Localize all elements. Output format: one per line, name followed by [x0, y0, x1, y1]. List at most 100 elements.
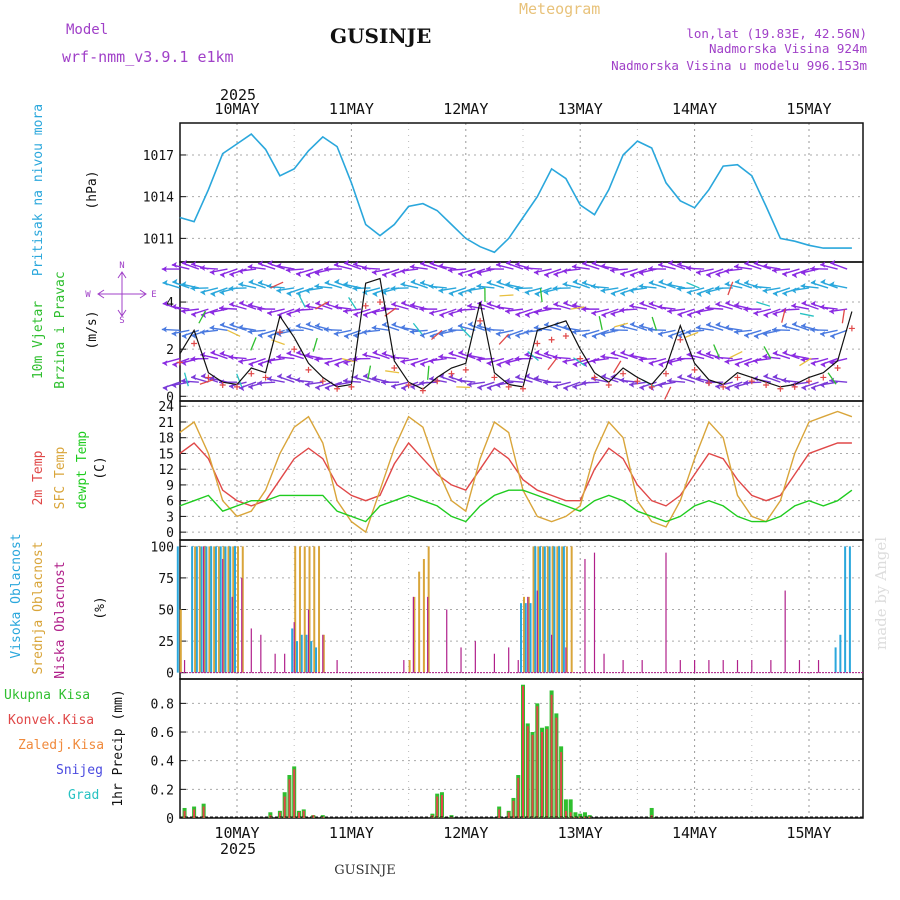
- wind-arrowhead: [229, 271, 235, 278]
- wind-arrowhead: [400, 268, 406, 275]
- wind-arrowhead: [458, 349, 464, 356]
- top-year-label: 2025: [220, 86, 256, 104]
- wind-arrow: [431, 329, 443, 341]
- wind-arrowhead: [391, 321, 397, 328]
- wind-arrowhead: [696, 349, 702, 356]
- wind-arrowhead: [191, 374, 197, 381]
- wind-ylabel-1: 10m Vjetar: [31, 301, 46, 379]
- wind-arrowhead: [572, 361, 578, 368]
- wind-arrowhead: [572, 383, 578, 390]
- wind-arrowhead: [571, 263, 577, 270]
- wind-arrowhead: [553, 383, 559, 390]
- wind-arrowhead: [724, 281, 730, 287]
- wind-arrowhead: [247, 328, 253, 335]
- wind-gust-marker: [791, 383, 798, 390]
- wind-arrowhead: [161, 266, 167, 273]
- wind-arrowhead: [324, 385, 330, 392]
- wind-arrowhead: [333, 303, 339, 310]
- wind-arrowhead: [210, 291, 216, 298]
- wind-gust-marker: [234, 383, 240, 390]
- wind-arrowhead: [753, 333, 759, 340]
- wind-arrowhead: [419, 380, 425, 387]
- wind-arrows: [161, 259, 848, 400]
- wind-arrowhead: [467, 381, 472, 388]
- wind-arrowhead: [544, 272, 550, 279]
- wind-arrowhead: [753, 260, 759, 267]
- wind-arrowhead: [762, 353, 768, 360]
- wind-gust-marker: [562, 332, 569, 339]
- wind-arrowhead: [801, 384, 807, 391]
- wind-arrowhead: [590, 283, 596, 290]
- wind-arrowhead: [733, 329, 739, 335]
- wind-arrowhead: [667, 308, 673, 315]
- wind-arrowhead: [248, 278, 254, 285]
- wind-arrowhead: [620, 290, 626, 297]
- wind-arrowhead: [725, 300, 731, 306]
- wind-arrowhead: [305, 321, 311, 328]
- top-day-label: 14MAY: [672, 100, 717, 118]
- conv-precip-bar: [560, 752, 563, 818]
- wind-arrowhead: [162, 385, 168, 392]
- wind-arrowhead: [286, 311, 292, 318]
- top-day-label: 13MAY: [558, 100, 603, 118]
- wind-arrowhead: [830, 333, 836, 340]
- compass-w: W: [85, 290, 91, 300]
- panel-pressure: 1011 1014 1017: [143, 122, 864, 263]
- wind-arrowhead: [591, 333, 597, 340]
- wind-arrowhead: [267, 310, 273, 317]
- ytick-label: 15: [158, 447, 174, 462]
- wind-arrowhead: [420, 361, 426, 368]
- bottom-day-labels: 10MAY 11MAY 12MAY 13MAY 14MAY 15MAY: [214, 824, 831, 842]
- wind-gust-marker: [262, 374, 269, 381]
- wind-arrow: [341, 357, 356, 363]
- wind-arrowhead: [458, 290, 464, 297]
- wind-arrowhead: [401, 385, 407, 392]
- wind-arrowhead: [438, 262, 444, 269]
- wind-gust-marker: [419, 387, 426, 394]
- temp-ylabel-dewpt: dewpt Temp: [75, 431, 90, 509]
- wind-arrowhead: [353, 374, 359, 381]
- wind-arrowhead: [229, 383, 234, 390]
- bottom-day-label: 12MAY: [443, 824, 488, 842]
- wind-arrow: [727, 281, 734, 296]
- wind-arrowhead: [563, 385, 569, 392]
- wind-gust-marker: [677, 336, 684, 343]
- wind-gust-marker: [720, 383, 727, 390]
- conv-precip-bar: [436, 796, 439, 818]
- wind-arrowhead: [515, 311, 521, 318]
- wind-arrowhead: [677, 311, 683, 318]
- wind-arrowhead: [228, 354, 234, 361]
- wind-arrowhead: [772, 290, 778, 297]
- wind-arrowhead: [209, 309, 215, 316]
- wind-arrowhead: [495, 303, 501, 310]
- wind-arrowhead: [705, 350, 711, 357]
- wind-arrowhead: [543, 289, 549, 296]
- ytick-label: 0: [166, 667, 174, 682]
- conv-precip-bar: [526, 726, 529, 818]
- wind-arrowhead: [257, 332, 263, 339]
- wind-arrowhead: [534, 349, 540, 356]
- wind-arrowhead: [571, 329, 577, 335]
- wind-arrowhead: [371, 324, 377, 331]
- conv-precip-bar: [293, 769, 296, 818]
- wind-arrowhead: [801, 322, 807, 329]
- wind-arrowhead: [811, 385, 816, 391]
- wind-arrowhead: [610, 290, 616, 297]
- wind-arrowhead: [705, 289, 711, 296]
- wind-arrowhead: [533, 269, 539, 276]
- wind-arrowhead: [448, 290, 454, 297]
- wind-arrowhead: [744, 260, 750, 267]
- wind-gust-marker: [763, 381, 770, 388]
- wind-gust-marker: [291, 346, 298, 353]
- wind-gust-marker: [806, 378, 812, 385]
- pressure-labels: Pritisak na nivou mora (hPa): [31, 104, 100, 276]
- wind-arrowhead: [743, 306, 749, 313]
- wind-arrowhead: [333, 330, 339, 337]
- wind-arrowhead: [514, 355, 520, 362]
- wind-arrowhead: [696, 375, 702, 382]
- wind-arrowhead: [286, 350, 292, 357]
- wind-gust-marker: [448, 370, 455, 377]
- wind-arrowhead: [562, 268, 568, 275]
- wind-arrowhead: [267, 333, 273, 340]
- wind-arrowhead: [524, 289, 530, 296]
